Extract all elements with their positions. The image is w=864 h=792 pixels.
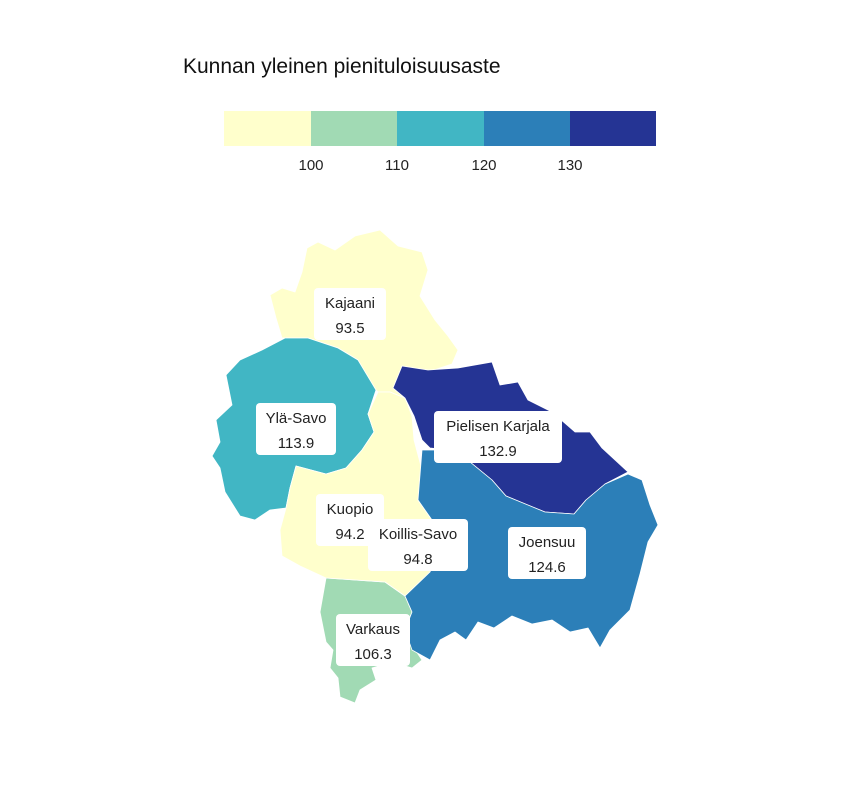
- legend-tick-label: 130: [557, 157, 582, 174]
- region-value: 93.5: [335, 320, 364, 337]
- region-name: Pielisen Karjala: [446, 418, 550, 435]
- region-name: Varkaus: [346, 621, 400, 638]
- label-koillis-savo: Koillis-Savo 94.8: [368, 519, 468, 571]
- region-name: Joensuu: [519, 534, 576, 551]
- region-value: 113.9: [278, 435, 314, 452]
- legend-tick-label: 120: [471, 157, 496, 174]
- region-value: 94.2: [335, 526, 364, 543]
- label-yla-savo: Ylä-Savo 113.9: [256, 403, 336, 455]
- legend-swatch-below-100: [224, 111, 311, 146]
- region-name: Koillis-Savo: [379, 526, 457, 543]
- region-name: Ylä-Savo: [266, 410, 327, 427]
- label-joensuu: Joensuu 124.6: [508, 527, 586, 579]
- legend-swatch-120-130: [484, 111, 570, 146]
- region-value: 132.9: [479, 443, 517, 460]
- region-value: 94.8: [403, 551, 432, 568]
- color-legend: 100 110 120 130: [224, 111, 656, 174]
- label-varkaus: Varkaus 106.3: [336, 614, 410, 666]
- region-value: 106.3: [354, 646, 392, 663]
- label-kajaani: Kajaani 93.5: [314, 288, 386, 340]
- map-title: Kunnan yleinen pienituloisuusaste: [183, 55, 501, 78]
- legend-swatch-110-120: [397, 111, 484, 146]
- legend-tick-label: 100: [298, 157, 323, 174]
- region-name: Kajaani: [325, 295, 375, 312]
- label-kuopio: Kuopio 94.2: [316, 494, 384, 546]
- region-value: 124.6: [528, 559, 566, 576]
- region-name: Kuopio: [327, 501, 374, 518]
- label-pielisen-karjala: Pielisen Karjala 132.9: [434, 411, 562, 463]
- legend-tick-label: 110: [385, 157, 409, 174]
- legend-swatch-100-110: [311, 111, 397, 146]
- legend-swatch-above-130: [570, 111, 656, 146]
